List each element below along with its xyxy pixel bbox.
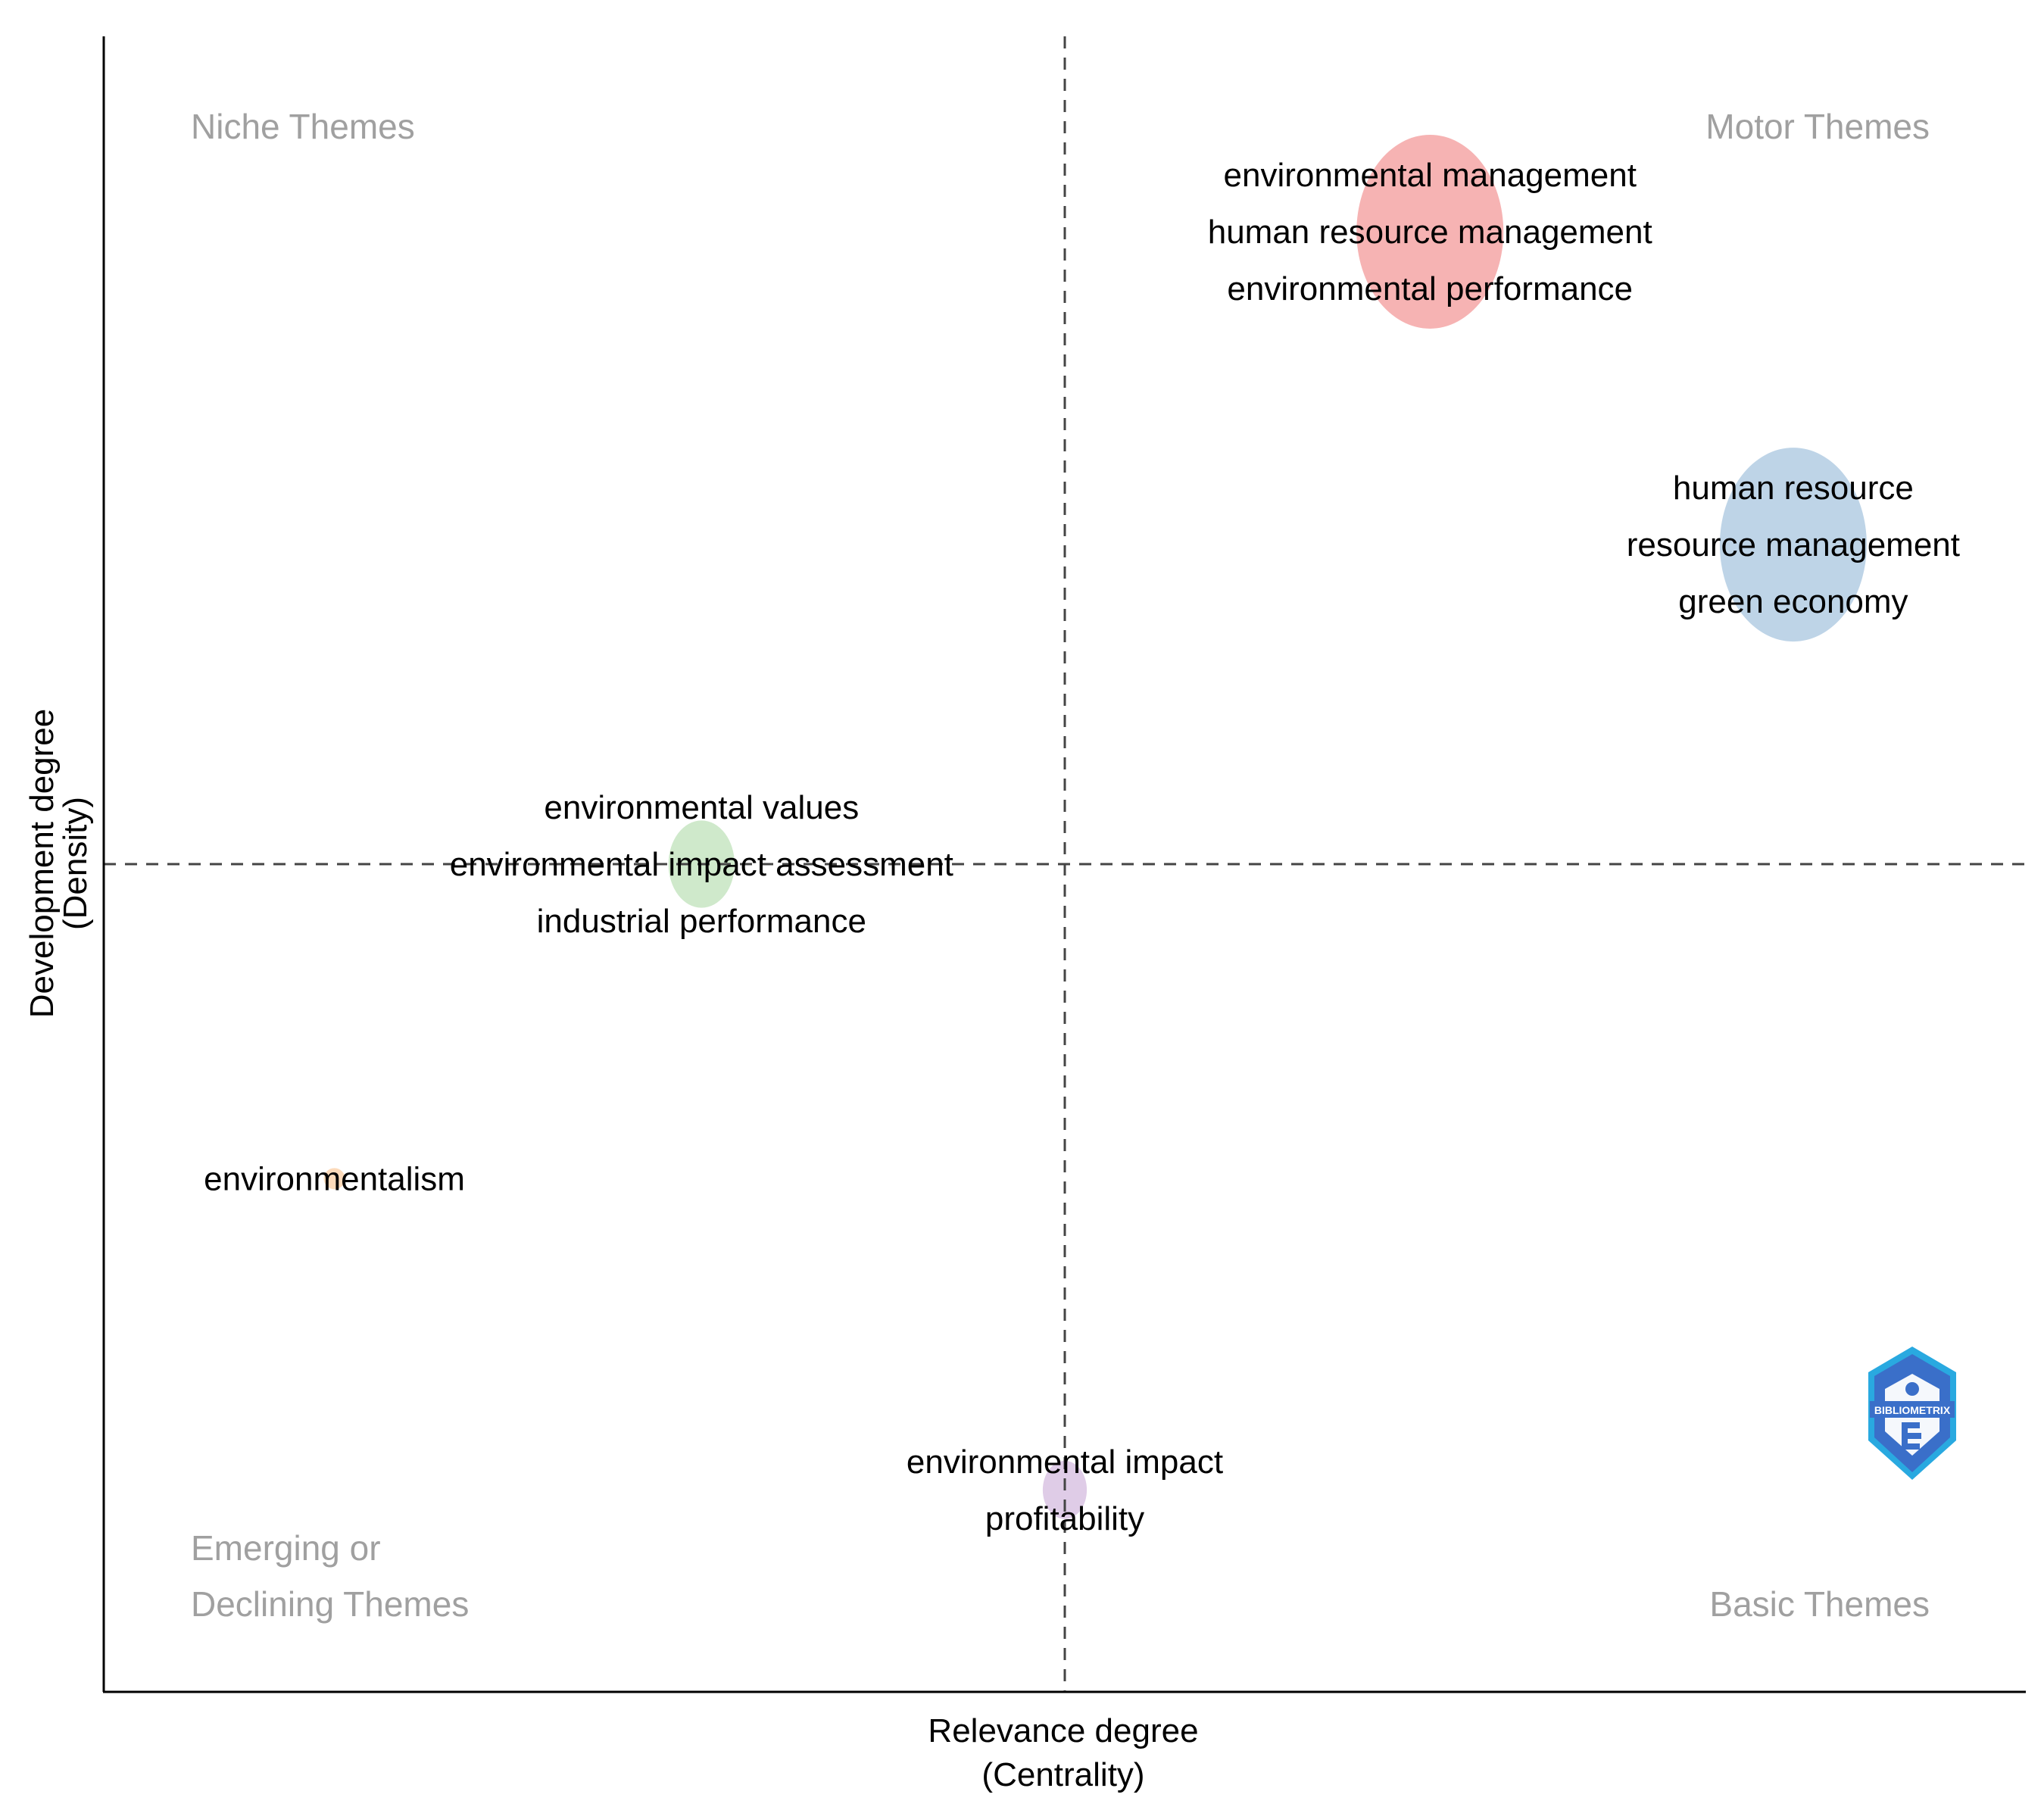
- quadrant-label-emerging-line1: Emerging or: [191, 1528, 381, 1568]
- cluster-5-label-1: environmental impact: [907, 1443, 1223, 1481]
- reference-lines: [104, 36, 2026, 1692]
- cluster-3-label-1: environmental values: [544, 789, 859, 826]
- cluster-2-label-2: resource management: [1627, 526, 1960, 563]
- cluster-3-label-3: industrial performance: [537, 903, 866, 940]
- y-axis-title-line2: (Density): [57, 797, 94, 930]
- cluster-5-label-2: profitability: [985, 1500, 1144, 1537]
- clusters-layer: [323, 134, 1867, 1519]
- cluster-2-label-1: human resource: [1673, 470, 1914, 507]
- cluster-bubble-1: [1356, 134, 1504, 329]
- bibliometrix-logo: BIBLIOMETRIX: [1868, 1347, 1956, 1480]
- cluster-1-label-2: human resource management: [1208, 214, 1652, 251]
- cluster-bubble-4: [323, 1168, 345, 1190]
- cluster-1-label-1: environmental management: [1224, 157, 1637, 194]
- logo-banner: [1870, 1401, 1955, 1418]
- y-axis-title-line1: Development degree: [23, 709, 61, 1018]
- logo-figure-icon: [1902, 1422, 1921, 1450]
- cluster-bubble-2: [1719, 448, 1867, 642]
- x-axis-title-line1: Relevance degree: [928, 1712, 1198, 1749]
- logo-head-icon: [1905, 1382, 1919, 1396]
- cluster-3-label-2: environmental impact assessment: [450, 846, 953, 883]
- x-axis-title-line2: (Centrality): [981, 1756, 1144, 1793]
- logo-text: BIBLIOMETRIX: [1874, 1404, 1951, 1416]
- cluster-4-label-1: environmentalism: [204, 1160, 465, 1197]
- cluster-1-label-3: environmental performance: [1227, 270, 1633, 307]
- quadrant-label-motor: Motor Themes: [1705, 107, 1930, 146]
- cluster-labels-layer: environmental management human resource m…: [204, 157, 1960, 1537]
- quadrant-label-emerging-line2: Declining Themes: [191, 1584, 469, 1624]
- quadrant-label-niche: Niche Themes: [191, 107, 415, 146]
- quadrant-label-basic: Basic Themes: [1709, 1584, 1930, 1624]
- cluster-2-label-3: green economy: [1678, 583, 1908, 620]
